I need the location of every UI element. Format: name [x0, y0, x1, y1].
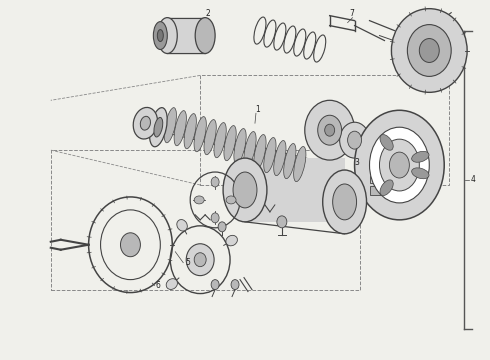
Ellipse shape	[392, 9, 467, 92]
Ellipse shape	[164, 108, 176, 143]
Ellipse shape	[419, 39, 439, 62]
Ellipse shape	[149, 108, 167, 147]
Ellipse shape	[195, 18, 215, 54]
Bar	[167, 18, 205, 54]
Ellipse shape	[264, 138, 276, 173]
Ellipse shape	[194, 117, 206, 152]
Ellipse shape	[284, 144, 296, 179]
Ellipse shape	[318, 115, 342, 145]
Ellipse shape	[140, 116, 150, 130]
Ellipse shape	[379, 139, 419, 191]
Ellipse shape	[211, 280, 219, 289]
Ellipse shape	[177, 220, 187, 231]
Ellipse shape	[412, 151, 429, 162]
Text: 1: 1	[255, 105, 260, 114]
Ellipse shape	[366, 139, 373, 151]
Bar	[369, 168, 392, 174]
Ellipse shape	[184, 114, 196, 149]
Ellipse shape	[347, 131, 362, 149]
Ellipse shape	[224, 126, 236, 161]
Ellipse shape	[157, 18, 177, 54]
Ellipse shape	[174, 111, 186, 146]
Ellipse shape	[244, 131, 256, 167]
Ellipse shape	[305, 100, 355, 160]
Ellipse shape	[194, 253, 206, 267]
Bar	[369, 176, 392, 183]
Text: 4: 4	[471, 175, 476, 184]
Ellipse shape	[186, 244, 214, 276]
Ellipse shape	[223, 158, 267, 222]
Ellipse shape	[214, 123, 226, 158]
Ellipse shape	[166, 279, 177, 289]
Ellipse shape	[121, 233, 141, 257]
Ellipse shape	[390, 152, 409, 178]
Ellipse shape	[226, 235, 238, 246]
Text: 2: 2	[205, 9, 210, 18]
Text: 5: 5	[185, 258, 190, 267]
Ellipse shape	[380, 135, 393, 150]
Ellipse shape	[211, 177, 219, 187]
Ellipse shape	[254, 135, 266, 170]
Ellipse shape	[333, 184, 357, 220]
Bar	[51, 150, 360, 289]
Ellipse shape	[407, 24, 451, 76]
Ellipse shape	[204, 120, 216, 155]
Ellipse shape	[231, 280, 239, 289]
Bar	[200, 75, 449, 185]
Ellipse shape	[154, 117, 163, 137]
Ellipse shape	[294, 147, 306, 182]
Ellipse shape	[234, 129, 246, 164]
Ellipse shape	[412, 168, 429, 179]
Ellipse shape	[233, 172, 257, 208]
Text: 7: 7	[349, 9, 354, 18]
Text: 3: 3	[355, 158, 360, 167]
Bar	[369, 186, 392, 195]
Ellipse shape	[323, 170, 367, 234]
Ellipse shape	[369, 127, 429, 203]
Ellipse shape	[380, 180, 393, 195]
Ellipse shape	[211, 213, 219, 223]
Ellipse shape	[226, 196, 236, 204]
Ellipse shape	[157, 30, 163, 41]
Ellipse shape	[274, 140, 286, 176]
Ellipse shape	[373, 142, 382, 154]
Ellipse shape	[340, 122, 369, 158]
Bar	[245, 158, 344, 222]
Ellipse shape	[277, 216, 287, 228]
Ellipse shape	[325, 124, 335, 136]
Text: 6: 6	[155, 280, 160, 289]
Ellipse shape	[194, 196, 204, 204]
Ellipse shape	[218, 222, 226, 232]
Ellipse shape	[153, 22, 167, 50]
Ellipse shape	[355, 110, 444, 220]
Ellipse shape	[390, 148, 397, 160]
Ellipse shape	[133, 107, 158, 139]
Ellipse shape	[381, 145, 390, 157]
